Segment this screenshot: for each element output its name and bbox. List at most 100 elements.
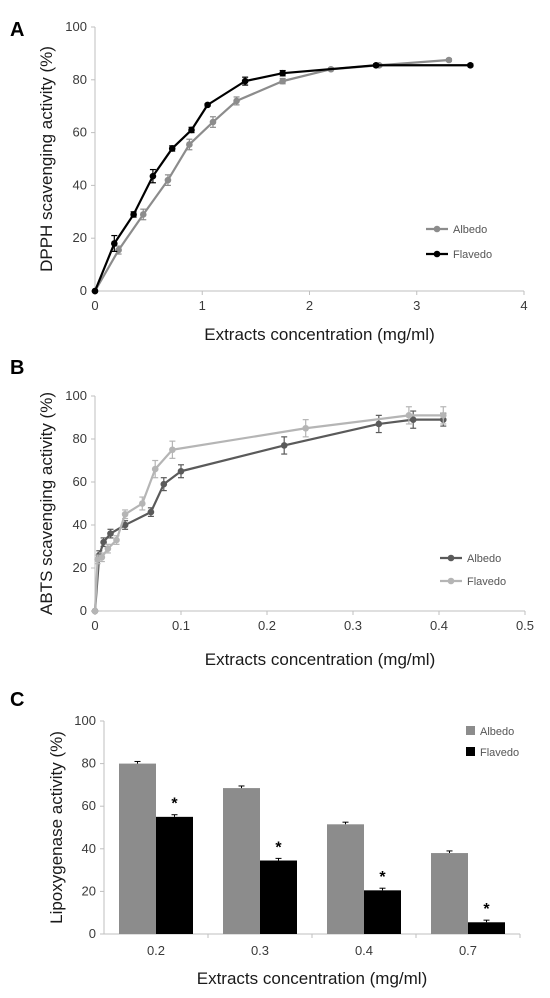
x-tick-label: 4 [520, 298, 527, 313]
series-line-albedo [94, 58, 450, 292]
y-tick-label: 60 [73, 125, 87, 140]
significance-star: * [379, 869, 386, 886]
data-point-flavedo [91, 607, 99, 615]
legend-marker-flavedo [447, 577, 455, 585]
y-tick-label: 40 [82, 841, 96, 856]
y-tick-label: 80 [73, 431, 87, 446]
data-point-flavedo [168, 145, 176, 152]
legend-label-albedo: Albedo [480, 726, 514, 738]
data-point-flavedo [113, 536, 120, 544]
y-tick-label: 80 [82, 756, 96, 771]
data-point-flavedo [440, 412, 447, 419]
bar-albedo [327, 824, 364, 934]
x-tick-label: 3 [413, 298, 420, 313]
x-tick-label: 0.3 [251, 943, 269, 958]
bar-flavedo [260, 860, 297, 934]
y-tick-label: 100 [74, 713, 96, 728]
y-axis-title: Lipoxygenase activity (%) [47, 731, 66, 924]
legend-label-flavedo: Flavedo [467, 576, 506, 588]
legend-marker-albedo [447, 554, 455, 562]
y-tick-label: 0 [80, 603, 87, 618]
x-tick-label: 0.2 [258, 618, 276, 633]
x-tick-label: 0.7 [459, 943, 477, 958]
panel-label-c: C [10, 689, 24, 711]
x-tick-label: 0 [91, 618, 98, 633]
y-tick-label: 100 [65, 388, 87, 403]
data-point-albedo [375, 420, 383, 428]
data-point-albedo [280, 442, 288, 449]
y-axis-title: DPPH scavenging activity (%) [37, 46, 56, 272]
data-point-flavedo [130, 211, 137, 218]
data-point-albedo [160, 480, 168, 488]
data-point-albedo [139, 211, 147, 218]
y-tick-label: 80 [73, 72, 87, 87]
bar-flavedo [156, 816, 193, 934]
data-point-flavedo [372, 61, 380, 69]
x-tick-label: 0.4 [355, 943, 373, 958]
x-tick-label: 0.5 [516, 618, 534, 633]
x-tick-label: 0.3 [344, 618, 362, 633]
x-tick-label: 0.4 [430, 618, 448, 633]
y-tick-label: 60 [82, 798, 96, 813]
data-point-flavedo [121, 510, 129, 518]
panel-label-b: B [10, 357, 24, 379]
y-tick-label: 0 [80, 283, 87, 298]
data-point-flavedo [241, 77, 249, 85]
panel-label-a: A [10, 19, 24, 41]
y-tick-label: 20 [82, 883, 96, 898]
legend-marker-flavedo [433, 250, 441, 258]
bar-flavedo [468, 922, 505, 934]
x-axis-title: Extracts concentration (mg/ml) [204, 325, 435, 344]
legend-label-albedo: Albedo [453, 224, 487, 236]
legend-label-flavedo: Flavedo [480, 747, 519, 759]
data-point-albedo [409, 416, 417, 423]
data-point-albedo [279, 77, 286, 85]
data-point-flavedo [302, 424, 310, 432]
data-point-flavedo [91, 287, 99, 295]
data-point-albedo [164, 176, 172, 184]
legend-marker-albedo [433, 225, 441, 233]
x-tick-label: 0.2 [147, 943, 165, 958]
panel-a: A 0 20 40 60 80 100 0 1 2 3 4 Extracts concentration… [10, 19, 528, 344]
data-point-flavedo [111, 240, 118, 247]
data-point-flavedo [405, 412, 413, 419]
y-tick-label: 100 [65, 19, 87, 34]
x-tick-label: 1 [199, 298, 206, 313]
x-tick-label: 0 [91, 298, 98, 313]
significance-star: * [275, 839, 282, 856]
bar-albedo [431, 853, 468, 934]
data-point-flavedo [151, 465, 159, 473]
data-point-albedo [445, 56, 453, 64]
data-point-flavedo [98, 553, 106, 561]
data-point-albedo [233, 97, 240, 105]
data-point-flavedo [204, 101, 211, 109]
data-point-flavedo [188, 126, 195, 134]
significance-star: * [171, 796, 178, 813]
bar-flavedo [364, 890, 401, 934]
data-point-flavedo [279, 69, 286, 77]
bar-albedo [119, 763, 156, 934]
y-tick-label: 20 [73, 560, 87, 575]
data-point-flavedo [104, 545, 112, 552]
data-point-albedo [115, 246, 122, 254]
data-point-flavedo [149, 172, 157, 180]
data-point-albedo [147, 508, 155, 516]
data-point-albedo [209, 118, 217, 126]
data-point-flavedo [169, 446, 176, 454]
data-point-flavedo [139, 500, 146, 507]
y-tick-label: 40 [73, 177, 87, 192]
y-tick-label: 0 [89, 926, 96, 941]
legend-swatch-flavedo [466, 747, 475, 756]
x-axis-title: Extracts concentration (mg/ml) [205, 650, 436, 669]
x-tick-label: 2 [306, 298, 313, 313]
series-line-albedo [93, 418, 444, 612]
legend-label-albedo: Albedo [467, 553, 501, 565]
data-point-albedo [186, 141, 193, 148]
y-tick-label: 20 [73, 230, 87, 245]
legend-label-flavedo: Flavedo [453, 249, 492, 261]
y-axis-title: ABTS scavenging activity (%) [37, 392, 56, 615]
data-point-albedo [177, 467, 185, 475]
y-tick-label: 40 [73, 517, 87, 532]
bar-albedo [223, 788, 260, 934]
